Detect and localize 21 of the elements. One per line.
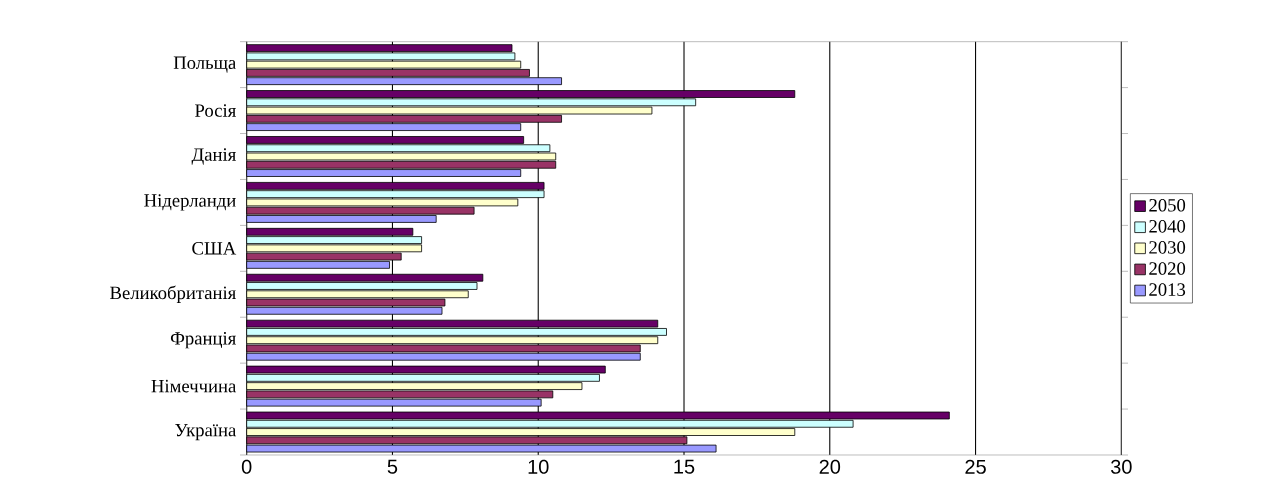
y-tick-label: Нідерланди <box>144 194 236 211</box>
x-tick-label: 30 <box>1110 459 1132 474</box>
legend-label: 2050 <box>1149 198 1186 212</box>
x-tick-label: 20 <box>819 459 841 474</box>
x-tick-label: 15 <box>674 459 695 474</box>
x-tick-label: 25 <box>965 459 986 474</box>
y-tick-label: Франція <box>170 332 236 349</box>
legend-label: 2030 <box>1149 241 1186 254</box>
x-tick-label: 0 <box>241 459 252 474</box>
x-tick-label: 10 <box>528 459 549 474</box>
y-tick-label: Данія <box>191 148 236 165</box>
legend-label: 2040 <box>1149 220 1186 233</box>
y-tick-label: Польща <box>173 56 237 73</box>
y-tick-label: США <box>192 242 237 255</box>
y-tick-label: Німеччина <box>151 379 237 393</box>
x-tick-label: 5 <box>387 459 398 474</box>
y-tick-label: Росія <box>195 104 236 117</box>
legend-label: 2020 <box>1149 262 1186 275</box>
y-tick-label: Україна <box>175 423 237 441</box>
y-tick-label: Великобританія <box>110 285 236 303</box>
legend-label: 2013 <box>1149 283 1186 296</box>
